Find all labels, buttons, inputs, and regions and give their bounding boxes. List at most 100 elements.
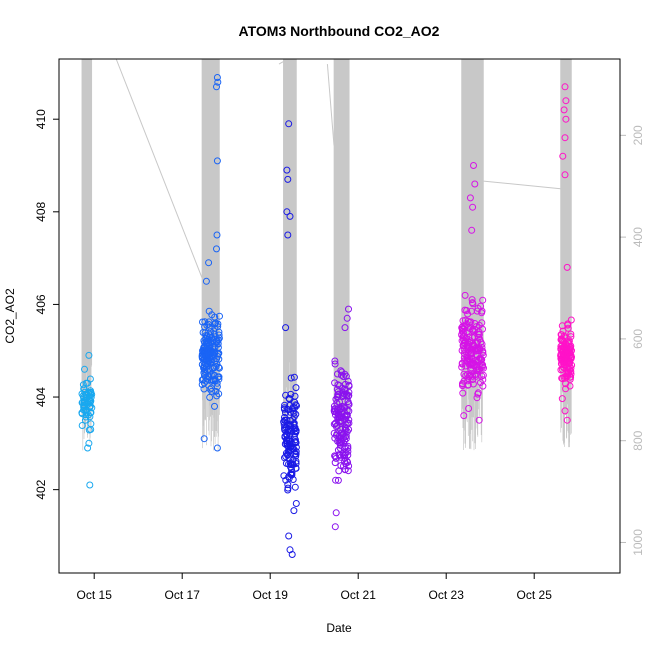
data-point bbox=[558, 360, 566, 368]
data-point bbox=[334, 476, 342, 484]
data-point bbox=[344, 467, 352, 475]
data-point bbox=[84, 379, 92, 387]
data-point bbox=[280, 405, 288, 413]
data-point bbox=[470, 162, 477, 169]
data-point bbox=[566, 358, 574, 366]
data-point bbox=[200, 346, 207, 354]
data-point bbox=[335, 432, 343, 440]
data-point bbox=[288, 440, 296, 448]
data-point bbox=[337, 439, 345, 447]
data-point bbox=[472, 347, 480, 355]
y2-tick-label: 600 bbox=[631, 329, 645, 349]
data-point bbox=[566, 362, 574, 370]
data-point bbox=[282, 391, 290, 399]
data-point bbox=[564, 320, 572, 328]
y2-tick-label: 400 bbox=[631, 227, 645, 247]
data-point bbox=[342, 432, 350, 440]
data-point bbox=[198, 381, 206, 388]
series-5 bbox=[458, 162, 487, 424]
data-point bbox=[567, 370, 575, 378]
data-point bbox=[562, 380, 570, 388]
data-point bbox=[285, 427, 293, 435]
data-point bbox=[559, 152, 567, 160]
data-point bbox=[567, 330, 575, 338]
data-point bbox=[200, 356, 208, 364]
data-point bbox=[567, 316, 575, 324]
data-point bbox=[211, 320, 219, 328]
data-point bbox=[288, 405, 296, 413]
data-point bbox=[292, 500, 300, 507]
data-point bbox=[285, 120, 293, 128]
data-point bbox=[200, 379, 208, 387]
data-point bbox=[561, 171, 569, 179]
data-point bbox=[559, 327, 567, 335]
data-point bbox=[345, 399, 353, 407]
data-point bbox=[562, 97, 570, 105]
data-point bbox=[462, 334, 470, 342]
data-point bbox=[459, 382, 466, 390]
data-point bbox=[292, 384, 300, 392]
data-point bbox=[201, 368, 209, 376]
data-point bbox=[342, 460, 350, 468]
data-point bbox=[567, 333, 575, 341]
data-point bbox=[213, 360, 221, 368]
data-point bbox=[79, 392, 87, 400]
data-point bbox=[474, 389, 482, 397]
data-point bbox=[78, 422, 86, 429]
data-point bbox=[215, 331, 223, 339]
data-point bbox=[200, 369, 208, 377]
data-point bbox=[213, 231, 221, 239]
data-point bbox=[334, 446, 342, 454]
chart-title: ATOM3 Northbound CO2_AO2 bbox=[239, 23, 440, 39]
data-point bbox=[337, 436, 345, 444]
data-point bbox=[460, 377, 468, 385]
data-point bbox=[471, 180, 479, 188]
data-point bbox=[566, 348, 574, 356]
series-2 bbox=[198, 74, 223, 452]
data-point bbox=[214, 336, 222, 344]
data-point bbox=[287, 390, 295, 398]
data-point bbox=[473, 307, 481, 315]
x-tick-label: Oct 15 bbox=[77, 588, 113, 602]
data-point bbox=[473, 394, 481, 402]
data-point bbox=[563, 416, 571, 424]
data-point bbox=[291, 483, 299, 491]
data-point bbox=[331, 459, 339, 467]
data-point bbox=[471, 333, 479, 341]
data-point bbox=[561, 83, 569, 91]
data-point bbox=[82, 391, 90, 399]
data-point bbox=[213, 245, 220, 253]
data-point bbox=[81, 365, 88, 373]
data-point bbox=[471, 342, 479, 350]
secondary-transit-line bbox=[278, 61, 284, 65]
data-point bbox=[468, 226, 476, 234]
data-point bbox=[460, 412, 468, 420]
data-point bbox=[474, 367, 482, 375]
data-point bbox=[331, 360, 339, 368]
data-point bbox=[283, 166, 291, 174]
data-point bbox=[558, 395, 566, 403]
data-point bbox=[292, 464, 300, 472]
data-point bbox=[338, 393, 346, 401]
data-point bbox=[287, 374, 295, 382]
data-point bbox=[564, 324, 572, 332]
data-point bbox=[332, 419, 340, 427]
data-point bbox=[199, 318, 206, 326]
data-point bbox=[335, 418, 343, 426]
data-point bbox=[338, 371, 345, 379]
data-point bbox=[202, 332, 210, 339]
y-tick-label: 402 bbox=[34, 479, 48, 499]
data-point bbox=[292, 457, 300, 465]
y2-tick-label: 800 bbox=[631, 430, 645, 450]
data-point bbox=[87, 426, 95, 433]
secondary-transit-line bbox=[326, 64, 335, 146]
data-point bbox=[341, 412, 349, 420]
data-point bbox=[479, 376, 487, 384]
data-point bbox=[458, 360, 466, 368]
data-point bbox=[471, 346, 479, 354]
data-point bbox=[79, 381, 87, 389]
data-point bbox=[560, 106, 568, 114]
data-point bbox=[208, 387, 216, 395]
y-tick-label: 404 bbox=[34, 387, 48, 407]
x-tick-label: Oct 25 bbox=[517, 588, 553, 602]
